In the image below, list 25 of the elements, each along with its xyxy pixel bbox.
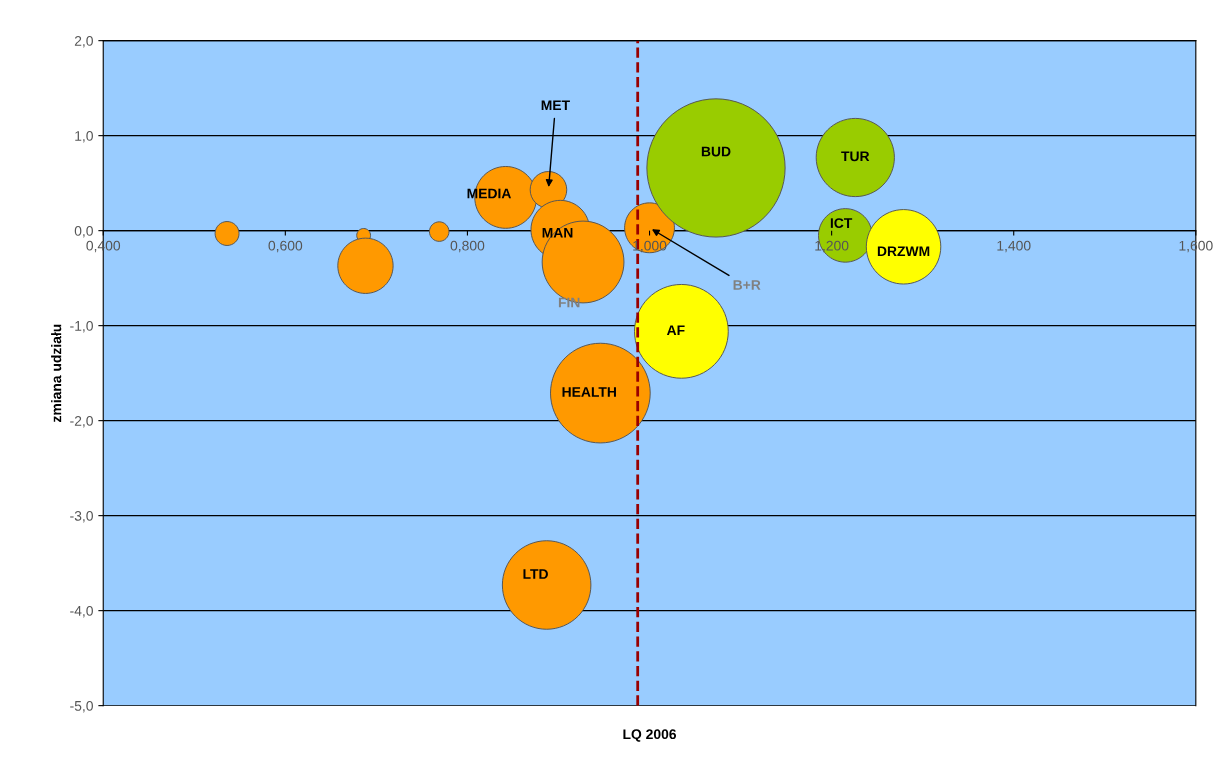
y-tick-label: -5,0 [70,700,93,713]
x-tick-label: 0,600 [268,240,303,253]
y-tick-label: -1,0 [70,320,93,333]
annotation: FIN [558,297,580,308]
y-tick-label: 2,0 [74,35,93,48]
x-tick-label: 1,400 [997,240,1031,253]
annotation: LTD [523,569,548,579]
x-tick-label: 1,600 [1179,240,1213,253]
y-tick-label: 0,0 [74,225,93,238]
y-tick-label: -3,0 [70,510,93,523]
annotation: MET [541,100,570,111]
annotation: MAN [542,227,573,238]
annotation: BUD [701,146,731,157]
annotation: ICT [830,218,853,229]
annotation: HEALTH [562,387,616,397]
y-tick-label: -2,0 [70,415,93,428]
y-tick-label: 1,0 [75,130,93,143]
x-axis-title: LQ 2006 [623,729,677,742]
x-tick-label: 0,800 [450,240,485,253]
y-axis-title: zmiana udziału [51,324,62,422]
annotation: AF [666,325,685,335]
annotation: B+R [733,280,761,290]
y-tick-label: -4,0 [70,605,93,618]
annotation: TUR [841,151,870,162]
annotation: DRZWM [877,246,930,256]
